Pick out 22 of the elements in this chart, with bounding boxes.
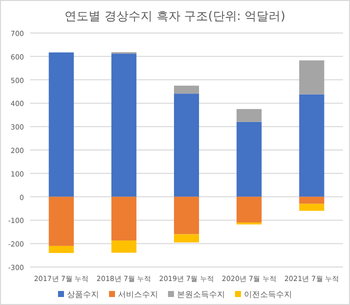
- bar: [236, 196, 262, 223]
- bar: [48, 52, 74, 197]
- bar: [174, 94, 200, 197]
- bar: [48, 246, 74, 253]
- chart-title: 연도별 경상수지 흑자 구조(단위: 억달러): [64, 9, 286, 23]
- legend-label: 서비스수지: [118, 290, 158, 299]
- bar: [174, 196, 200, 234]
- bar: [111, 196, 136, 241]
- bar: [299, 60, 324, 94]
- bar: [48, 196, 74, 246]
- bar: [111, 240, 136, 253]
- bar: [236, 109, 262, 122]
- bar: [174, 234, 200, 242]
- bar: [174, 86, 200, 94]
- bar: [299, 94, 324, 197]
- legend-label: 본원소득수지: [177, 290, 225, 299]
- legend-label: 이전소득수지: [244, 290, 292, 299]
- bar: [299, 204, 324, 211]
- bar: [236, 122, 262, 197]
- bar: [299, 196, 324, 204]
- legend-label: 상품수지: [67, 290, 99, 299]
- bar: [111, 54, 136, 197]
